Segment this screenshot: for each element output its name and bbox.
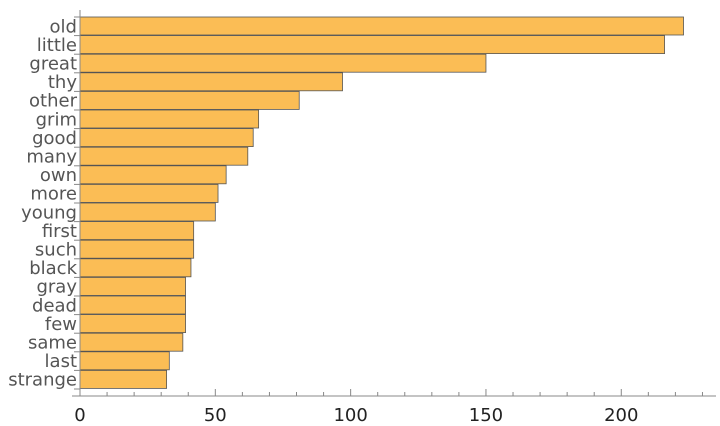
bar-first (79, 221, 195, 241)
bar-old (79, 16, 684, 36)
bar-gray (79, 276, 186, 296)
bar-few (79, 314, 186, 334)
bars-group (79, 16, 684, 389)
x-tick-label-50: 50 (204, 405, 227, 426)
category-label-strange: strange (8, 370, 77, 391)
category-label-more: more (30, 184, 77, 205)
bar-own (79, 165, 227, 185)
bar-other (79, 91, 300, 110)
x-tick-label-100: 100 (333, 405, 367, 426)
category-label-many: many (26, 147, 77, 168)
category-label-gray: gray (36, 277, 77, 298)
bar-little (79, 35, 665, 54)
category-label-last: last (45, 351, 77, 372)
category-label-few: few (45, 314, 77, 335)
bar-thy (79, 72, 343, 92)
bar-great (79, 53, 487, 73)
category-labels: oldlittlegreatthyothergrimgoodmanyownmor… (8, 16, 80, 391)
bar-such (79, 239, 195, 259)
x-tick-label-150: 150 (469, 405, 503, 426)
x-axis-ticks: 0 50 100 150 200 (74, 389, 703, 426)
bar-strange (79, 369, 168, 389)
x-tick-label-0: 0 (74, 405, 85, 426)
bar-dead (79, 295, 186, 315)
bar-last (79, 351, 170, 371)
bar-many (79, 146, 249, 166)
bar-same (79, 332, 184, 352)
category-label-young: young (21, 202, 77, 223)
bar-young (79, 202, 216, 222)
category-label-black: black (29, 258, 77, 279)
bar-good (79, 128, 254, 148)
bar-more (79, 183, 219, 203)
bar-black (79, 258, 192, 278)
bar-grim (79, 109, 260, 129)
category-label-other: other (29, 91, 78, 112)
category-label-dead: dead (32, 295, 77, 316)
category-label-same: same (28, 333, 77, 354)
category-label-thy: thy (48, 72, 77, 93)
category-label-first: first (42, 221, 77, 242)
category-label-good: good (32, 128, 77, 149)
category-label-such: such (35, 240, 77, 261)
category-label-own: own (40, 165, 77, 186)
x-tick-label-200: 200 (604, 405, 638, 426)
category-label-great: great (29, 54, 77, 75)
category-label-grim: grim (36, 109, 77, 130)
category-label-old: old (50, 16, 77, 37)
category-label-little: little (37, 35, 77, 56)
